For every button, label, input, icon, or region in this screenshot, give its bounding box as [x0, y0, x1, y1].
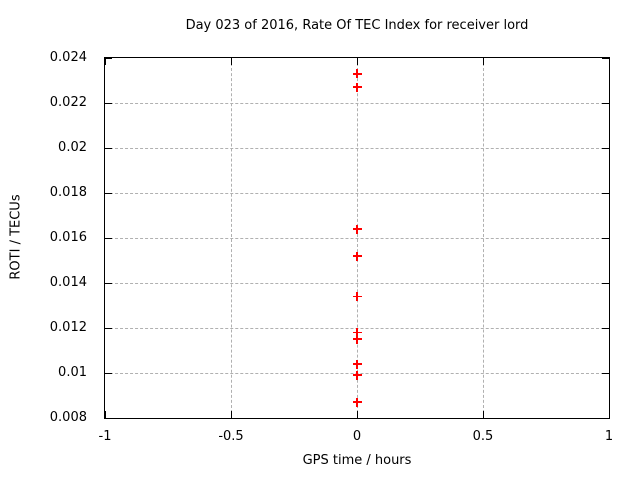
- x-tick-mark: [104, 411, 106, 418]
- data-point-plus: [352, 224, 362, 234]
- data-point-plus: [352, 359, 362, 369]
- x-tick-mark: [230, 411, 232, 418]
- data-point-plus: [352, 82, 362, 92]
- y-tick-mark: [602, 282, 609, 284]
- x-tick-mark: [482, 58, 484, 65]
- x-tick-label: 1: [604, 429, 614, 444]
- y-tick-label: 0.01: [58, 365, 87, 380]
- y-tick-label: 0.02: [58, 140, 87, 155]
- y-tick-mark: [105, 102, 112, 104]
- y-tick-mark: [602, 192, 609, 194]
- x-tick-label: 0.5: [472, 429, 494, 444]
- y-tick-label: 0.008: [49, 410, 87, 425]
- x-tick-mark: [608, 58, 610, 65]
- y-tick-mark: [602, 237, 609, 239]
- y-tick-label: 0.014: [49, 275, 87, 290]
- y-tick-mark: [105, 417, 112, 419]
- y-tick-mark: [105, 237, 112, 239]
- x-tick-mark: [356, 58, 358, 65]
- data-point-plus: [352, 334, 362, 344]
- x-tick-label: 0: [352, 429, 362, 444]
- x-tick-mark: [104, 58, 106, 65]
- v-gridline: [231, 58, 232, 418]
- plot-area: [104, 57, 610, 419]
- y-tick-mark: [105, 372, 112, 374]
- y-tick-mark: [105, 192, 112, 194]
- y-tick-mark: [105, 57, 112, 59]
- y-tick-label: 0.024: [49, 50, 87, 65]
- x-tick-mark: [608, 411, 610, 418]
- data-point-plus: [352, 328, 362, 337]
- y-tick-mark: [602, 372, 609, 374]
- x-tick-mark: [482, 411, 484, 418]
- data-point-plus: [352, 251, 362, 261]
- v-gridline: [483, 58, 484, 418]
- y-tick-mark: [602, 57, 609, 59]
- x-tick-mark: [356, 411, 358, 418]
- x-tick-label: -0.5: [218, 429, 244, 444]
- y-tick-mark: [105, 327, 112, 329]
- y-tick-mark: [602, 327, 609, 329]
- data-point-plus: [352, 69, 362, 79]
- y-tick-label: 0.018: [49, 185, 87, 200]
- y-tick-label: 0.012: [49, 320, 87, 335]
- y-tick-mark: [602, 147, 609, 149]
- data-point-plus: [352, 292, 362, 301]
- y-tick-label: 0.016: [49, 230, 87, 245]
- y-tick-mark: [602, 417, 609, 419]
- data-point-plus: [352, 370, 362, 380]
- y-tick-mark: [602, 102, 609, 104]
- v-gridline: [357, 58, 358, 418]
- y-tick-mark: [105, 282, 112, 284]
- y-tick-mark: [105, 147, 112, 149]
- x-tick-label: -1: [98, 429, 112, 444]
- y-tick-label: 0.022: [49, 95, 87, 110]
- x-axis-label: GPS time / hours: [302, 453, 412, 468]
- x-tick-mark: [230, 58, 232, 65]
- chart-title: Day 023 of 2016, Rate Of TEC Index for r…: [185, 18, 529, 33]
- data-point-plus: [352, 397, 362, 407]
